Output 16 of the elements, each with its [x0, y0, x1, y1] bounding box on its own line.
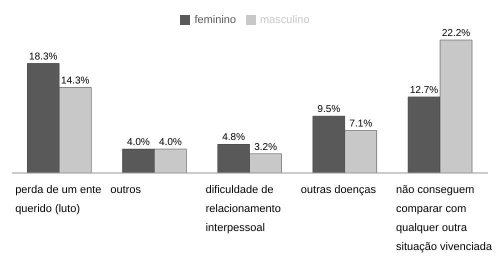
- data-label: 12.7%: [410, 84, 438, 96]
- x-tick-label: dificuldade de relacionamento interpessoal: [206, 184, 281, 234]
- x-tick-label: outros: [110, 184, 142, 196]
- data-label: 18.3%: [29, 51, 58, 62]
- data-label: 7.1%: [349, 118, 372, 130]
- data-label: 4.0%: [159, 137, 182, 148]
- data-label: 9.5%: [317, 104, 340, 116]
- x-tick-label: não conseguem comparar com qualquer outra situação vivenciada: [396, 184, 493, 253]
- data-label: 14.3%: [61, 75, 90, 86]
- x-tick-label: perda de um ente querido (luto): [15, 184, 102, 215]
- data-label: 22.2%: [442, 28, 470, 39]
- data-label: 4.0%: [127, 137, 150, 148]
- x-tick-label: outras doenças: [300, 184, 377, 196]
- legend-label: feminino: [194, 14, 236, 26]
- data-label: 3.2%: [254, 142, 278, 153]
- data-label: 4.8%: [222, 132, 246, 144]
